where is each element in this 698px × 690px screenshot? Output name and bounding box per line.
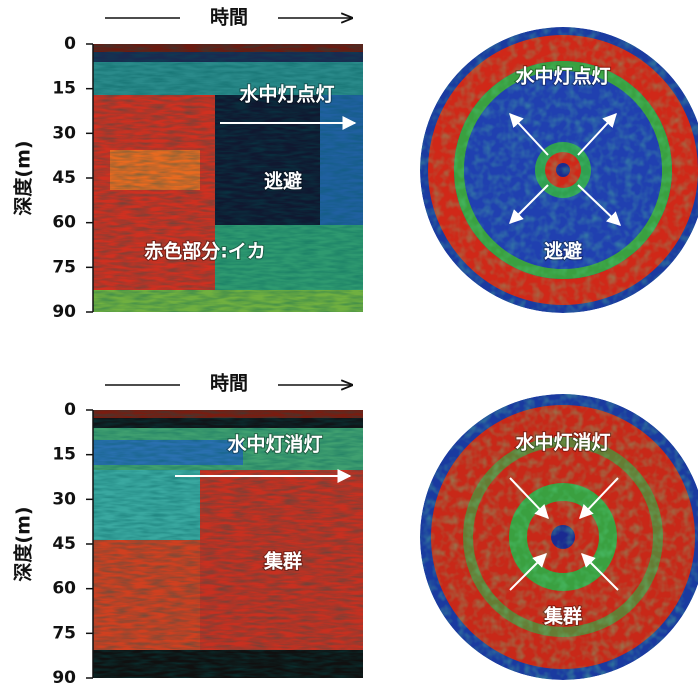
depth-label: 深度(m) bbox=[12, 140, 35, 215]
time-label: 時間 bbox=[210, 7, 248, 29]
sonar-annotation: 水中灯消灯 bbox=[515, 431, 610, 454]
y-tick-label: 45 bbox=[52, 534, 76, 554]
y-tick-label: 45 bbox=[52, 168, 76, 188]
y-tick-label: 75 bbox=[52, 257, 76, 277]
depth-label: 深度(m) bbox=[12, 506, 35, 581]
y-tick-label: 60 bbox=[52, 213, 76, 233]
sonar-annotation: 集群 bbox=[543, 605, 582, 628]
y-tick-label: 0 bbox=[64, 34, 76, 54]
y-tick-label: 90 bbox=[52, 302, 76, 322]
y-tick-label: 90 bbox=[52, 668, 76, 688]
y-tick-label: 60 bbox=[52, 579, 76, 599]
y-tick-label: 75 bbox=[52, 623, 76, 643]
y-tick-label: 30 bbox=[52, 489, 76, 509]
y-tick-label: 30 bbox=[52, 123, 76, 143]
y-tick-label: 15 bbox=[52, 445, 76, 465]
y-tick-label: 15 bbox=[52, 79, 76, 99]
sonar-annotation: 逃避 bbox=[544, 240, 582, 263]
echogram-annotation: 逃避 bbox=[264, 170, 302, 193]
time-label: 時間 bbox=[210, 373, 248, 395]
y-tick-label: 0 bbox=[64, 400, 76, 420]
figure: 時間深度(m)0153045607590水中灯点灯逃避赤色部分:イカ水中灯点灯逃… bbox=[0, 0, 698, 690]
echogram-annotation: 水中灯点灯 bbox=[239, 83, 334, 106]
echogram-annotation: 赤色部分:イカ bbox=[144, 240, 266, 263]
sonar-annotation: 水中灯点灯 bbox=[515, 65, 610, 88]
echogram-annotation: 水中灯消灯 bbox=[227, 433, 322, 456]
echogram-annotation: 集群 bbox=[263, 550, 302, 573]
